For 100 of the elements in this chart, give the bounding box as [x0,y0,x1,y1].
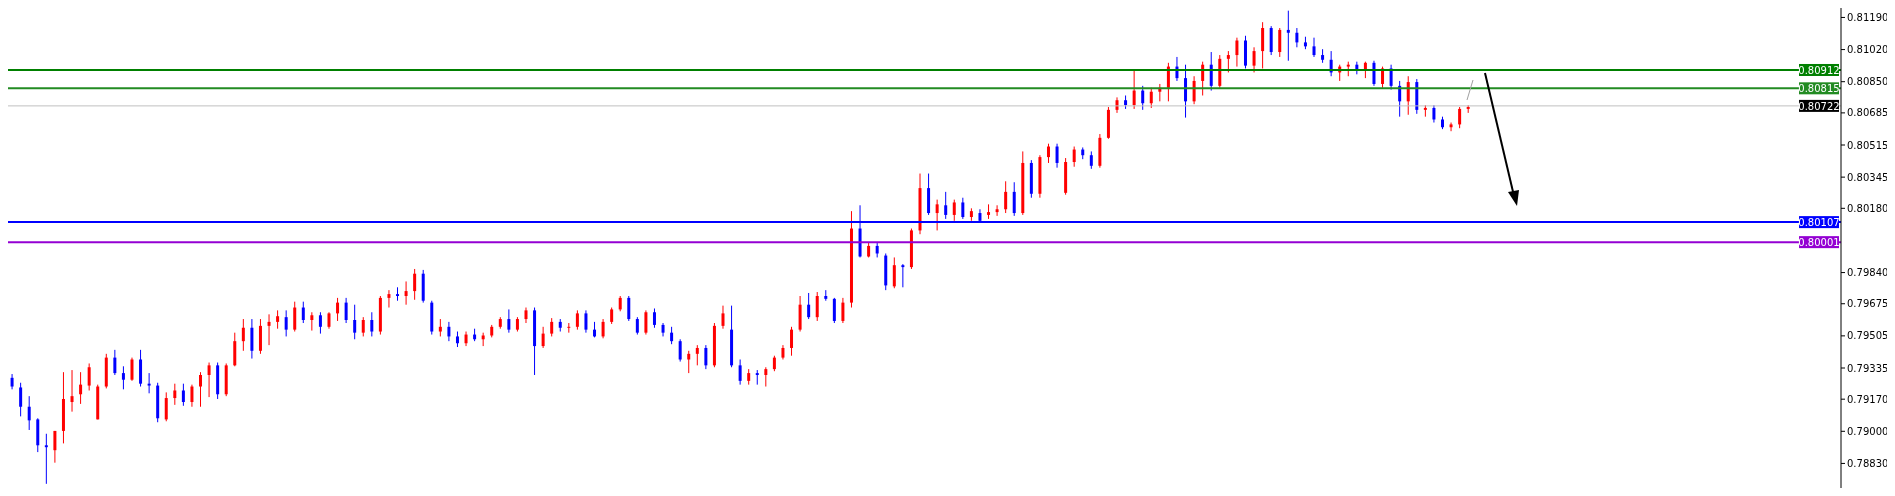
candlestick [121,365,125,390]
y-tick-label: 0.80850 [1847,76,1889,88]
y-tick-label: 0.79675 [1847,298,1889,310]
candlestick [267,313,271,346]
candlestick [370,311,374,337]
candlestick [181,383,185,407]
y-tick-label: 0.80345 [1847,171,1889,183]
y-tick-label: 0.80180 [1847,202,1889,214]
candlestick [901,263,905,288]
candlestick [70,369,74,413]
candlestick [413,268,417,301]
candlestick [721,305,725,330]
candlestick [284,309,288,337]
candlestick [27,395,31,431]
candlestick [1235,37,1239,68]
candlestick [695,344,699,366]
candlestick [841,297,845,324]
candlestick [44,433,48,485]
candlestick [1278,27,1282,58]
candlestick [790,326,794,357]
candlestick [832,297,836,324]
candlestick [1046,143,1050,164]
candlestick [173,383,177,406]
candlestick [1072,146,1076,168]
candlestick [250,318,254,360]
candlestick [1389,64,1393,91]
candlestick [550,317,554,337]
candlestick [764,366,768,388]
candlestick [404,280,408,306]
y-tick-label: 0.80515 [1847,139,1889,151]
candlestick [807,292,811,320]
candlestick [1269,25,1273,56]
candlestick [1132,68,1136,110]
candlestick [507,308,511,334]
candlestick [53,430,57,464]
candlestick [644,309,648,336]
candlestick [1261,21,1265,69]
candlestick [961,197,965,220]
ref-line-label: 0.80107 [1798,217,1840,229]
candlestick [541,326,545,349]
candlestick [995,204,999,217]
candlestick [19,382,23,417]
candlestick [567,322,571,334]
candlestick [353,304,357,340]
candlestick [318,311,322,335]
candlestick [396,286,400,302]
candlestick [387,289,391,309]
candlestick [652,307,656,329]
candlestick [1184,64,1188,119]
candlestick [190,384,194,408]
candlestick [1012,181,1016,217]
candlestick [944,191,948,220]
y-tick-label: 0.80685 [1847,107,1889,119]
candlestick [1004,180,1008,214]
candlestick [147,372,151,394]
candlestick [1209,51,1213,92]
candlestick [336,297,340,322]
candlestick [293,301,297,333]
candlestick [627,295,631,322]
ref-line-label: 0.80912 [1798,64,1840,76]
candlestick [815,291,819,322]
candlestick [361,316,365,337]
candlestick [704,344,708,370]
ref-line-label: 0.80722 [1798,100,1840,112]
candlestick [1055,143,1059,169]
y-tick-label: 0.78830 [1847,457,1889,469]
candlestick [1312,37,1316,58]
candlestick [207,362,211,398]
candlestick [276,309,280,330]
candlestick [1226,50,1230,73]
candlestick [241,318,245,352]
candlestick [310,311,314,332]
candlestick [892,256,896,289]
candlestick [199,371,203,408]
candlestick [738,359,742,386]
candlestick [1149,87,1153,109]
candlestick [601,318,605,339]
candlestick [584,309,588,334]
candlestick [575,309,579,331]
y-tick-label: 0.79000 [1847,425,1889,437]
candlestick [678,338,682,363]
candlestick [130,357,134,382]
candlestick [952,199,956,222]
candlestick [1141,85,1145,111]
candlestick [1295,27,1299,48]
candlestick [87,362,91,391]
candlestick [1458,106,1462,129]
ref-line-label: 0.80815 [1798,83,1840,95]
y-tick-label: 0.79170 [1847,393,1889,405]
candlestick [164,391,168,422]
candlestick [113,349,117,376]
candlestick [1286,10,1290,62]
candlestick [1449,122,1453,132]
candlestick [79,371,83,405]
y-tick-label: 0.81020 [1847,44,1889,56]
candlestick [1252,46,1256,73]
y-tick-label: 0.79335 [1847,362,1889,374]
y-tick-label: 0.79840 [1847,267,1889,279]
ref-line-label: 0.80001 [1798,237,1840,249]
y-tick-label: 0.81190 [1847,12,1889,23]
